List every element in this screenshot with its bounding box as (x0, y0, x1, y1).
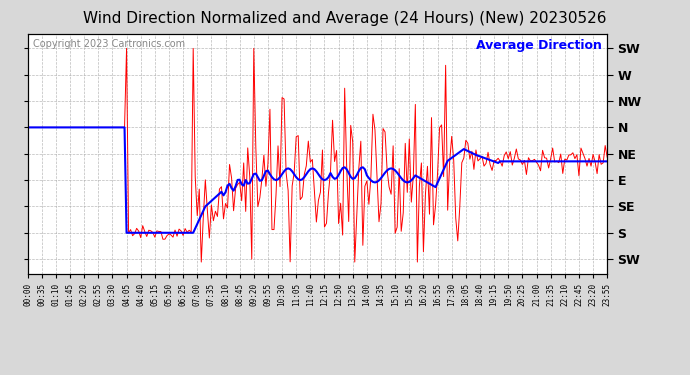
Text: Wind Direction Normalized and Average (24 Hours) (New) 20230526: Wind Direction Normalized and Average (2… (83, 11, 607, 26)
Text: Average Direction: Average Direction (475, 39, 602, 51)
Text: Copyright 2023 Cartronics.com: Copyright 2023 Cartronics.com (33, 39, 186, 48)
